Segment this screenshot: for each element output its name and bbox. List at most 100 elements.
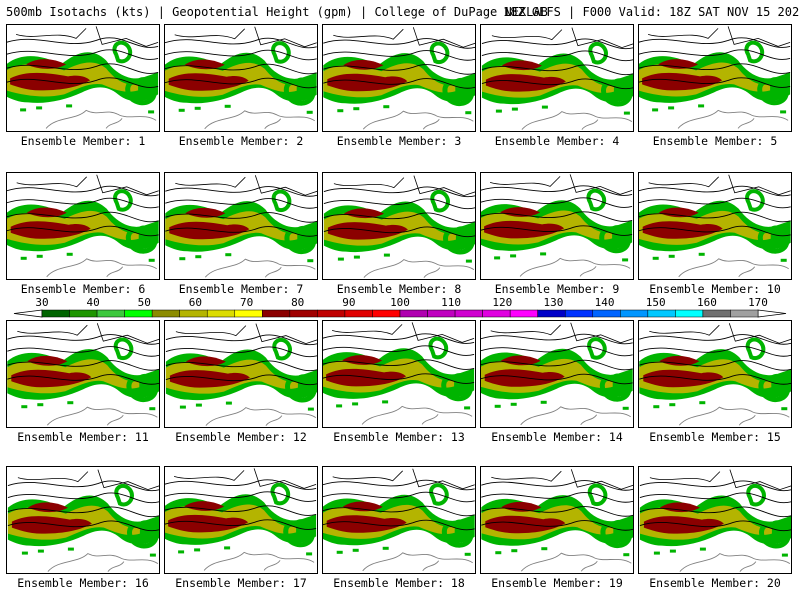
coastline — [263, 560, 281, 571]
colorbar-tick-label: 100 — [390, 296, 410, 309]
coastline — [679, 553, 791, 572]
colorbar-swatch — [289, 309, 318, 318]
vortex-isotach — [599, 225, 631, 254]
isotach-speckle — [337, 257, 344, 261]
height-contour — [323, 519, 475, 531]
coastline — [678, 406, 790, 426]
isotach-speckle — [540, 252, 547, 256]
height-contour — [323, 479, 475, 491]
isotach-map — [639, 26, 791, 129]
height-contour — [639, 334, 791, 345]
colorbar-swatch — [592, 309, 621, 318]
isotach-speckle — [698, 104, 705, 108]
isotach-speckle — [510, 254, 517, 258]
vortex-isotach — [588, 41, 608, 65]
isotach-speckle — [622, 258, 629, 262]
colorbar-max-arrow — [757, 309, 787, 318]
height-contour — [639, 492, 791, 504]
height-contour — [165, 360, 317, 372]
ensemble-map-panel — [164, 24, 318, 132]
height-contour — [165, 491, 317, 502]
coastline — [581, 119, 599, 130]
isotach-speckle — [623, 111, 630, 115]
isotach-speckle — [149, 553, 156, 557]
colorbar-swatch — [96, 309, 125, 318]
isotach-speckle — [382, 546, 389, 550]
ensemble-map-panel — [6, 320, 160, 428]
ensemble-map-panel — [322, 172, 476, 280]
isotach-map — [7, 174, 159, 278]
vortex-isotach — [587, 483, 608, 507]
coastline — [678, 258, 789, 278]
height-contour — [639, 211, 791, 223]
height-contour — [323, 212, 475, 224]
colorbar-swatch — [454, 309, 483, 318]
isotach-speckle — [668, 106, 675, 110]
coastline — [580, 560, 598, 572]
height-contour — [323, 333, 475, 344]
colorbar-swatch — [537, 309, 566, 318]
height-contour — [323, 505, 475, 517]
ensemble-map-panel — [480, 466, 634, 574]
height-contour — [165, 77, 317, 89]
coastline — [46, 406, 158, 426]
isotach-strong-core — [26, 207, 67, 218]
colorbar-tick-label: 30 — [35, 296, 48, 309]
isotach-speckle — [336, 404, 343, 408]
coastline — [361, 405, 473, 425]
isotach-strong-core — [659, 355, 700, 366]
vortex-isotach — [113, 189, 133, 212]
isotach-speckle — [465, 259, 472, 263]
coastline — [422, 560, 440, 572]
border-line — [647, 26, 791, 47]
height-contour — [7, 346, 159, 357]
colorbar-tick-label: 130 — [543, 296, 563, 309]
height-contour — [639, 506, 791, 518]
border-line — [174, 26, 317, 48]
ensemble-map-panel — [322, 320, 476, 428]
isotach-strong-core — [343, 208, 384, 219]
colorbar-swatch — [69, 309, 98, 318]
height-contour — [481, 492, 633, 503]
height-contour — [7, 506, 159, 518]
vortex-isotach — [283, 77, 316, 106]
vortex-isotach — [745, 337, 766, 361]
vortex-isotach — [428, 336, 449, 360]
ensemble-map-panel — [480, 172, 634, 280]
isotach-speckle — [464, 406, 471, 410]
isotach-speckle — [178, 108, 185, 112]
isotach-map — [481, 174, 633, 277]
isotach-speckle — [540, 400, 547, 404]
colorbar-swatch — [234, 309, 263, 318]
isotach-map — [7, 323, 159, 426]
isotach-speckle — [337, 109, 344, 113]
border-line — [649, 323, 791, 344]
coastline — [203, 551, 315, 571]
height-contour — [481, 345, 633, 357]
colorbar-tick-label: 60 — [189, 296, 202, 309]
border-line — [648, 174, 791, 196]
isotach-strong-core — [185, 207, 226, 218]
ensemble-map-panel — [6, 466, 160, 574]
height-contour — [323, 38, 475, 49]
coastline — [204, 258, 316, 278]
height-contour — [165, 212, 317, 223]
isotach-map — [481, 322, 633, 426]
colorbar-tick-label: 110 — [441, 296, 461, 309]
height-contour — [481, 333, 633, 345]
border-line — [17, 323, 159, 344]
colorbar-swatch — [262, 309, 291, 318]
ensemble-map-panel — [638, 466, 792, 574]
height-contour — [323, 226, 475, 238]
height-contour — [481, 359, 633, 371]
isotach-map — [639, 323, 791, 426]
height-contour — [323, 373, 475, 384]
vortex-isotach — [271, 189, 292, 213]
isotach-map — [7, 26, 159, 129]
coastline — [422, 118, 440, 130]
coastline — [264, 266, 282, 278]
vortex-isotach — [285, 374, 317, 403]
isotach-speckle — [465, 111, 472, 115]
height-contour — [7, 197, 159, 209]
isotach-speckle — [464, 552, 471, 556]
